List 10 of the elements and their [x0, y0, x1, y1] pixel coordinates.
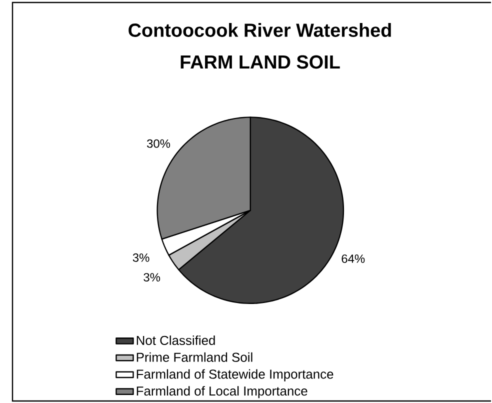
chart-subtitle: FARM LAND SOIL — [180, 55, 340, 69]
chart-title: Contoocook River Watershed — [128, 23, 391, 37]
legend-label: Prime Farmland Soil — [136, 352, 252, 362]
legend-label: Not Classified — [136, 336, 215, 346]
legend-label: Farmland of Local Importance — [136, 386, 308, 398]
data-label: 64% — [342, 254, 365, 263]
data-label: 3% — [132, 253, 150, 262]
data-label: 3% — [144, 273, 160, 282]
legend-label: Farmland of Statewide Importance — [136, 369, 334, 382]
data-label: 30% — [147, 139, 170, 148]
